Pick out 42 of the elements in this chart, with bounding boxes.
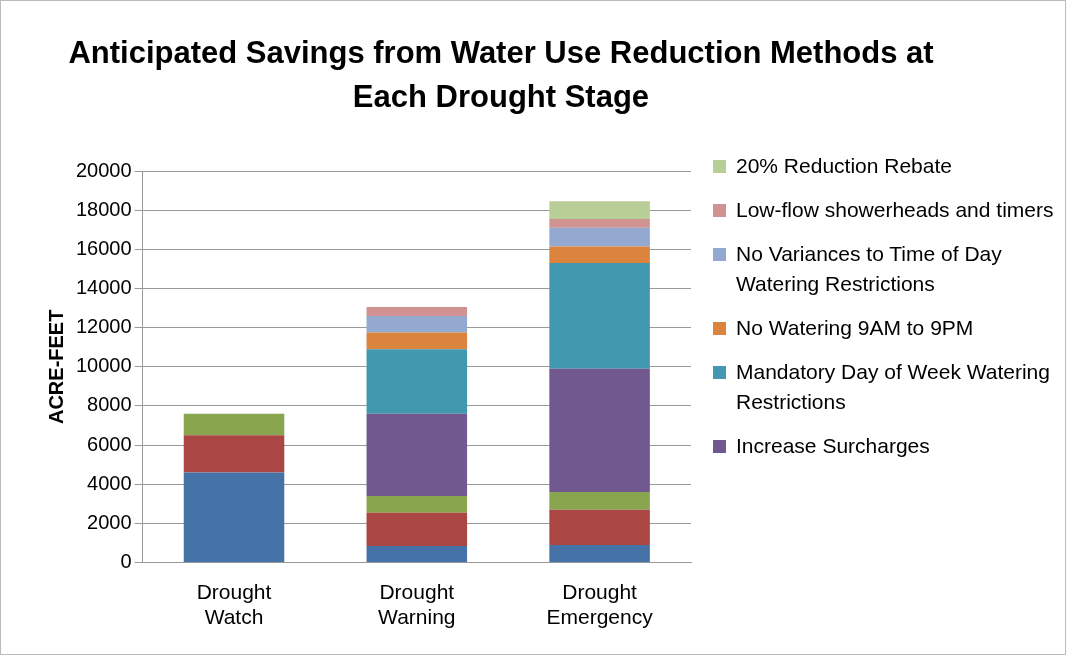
bar bbox=[183, 472, 285, 563]
chart-title: Anticipated Savings from Water Use Reduction Methods at Each Drought Stage bbox=[67, 34, 935, 116]
bar bbox=[366, 496, 468, 513]
x-tick-label: Drought Watch bbox=[196, 580, 272, 629]
y-tick-label: 2000 bbox=[87, 510, 132, 533]
bar bbox=[549, 227, 650, 247]
x-tick-label: Drought Emergency bbox=[546, 580, 654, 629]
bar bbox=[183, 413, 285, 436]
bar bbox=[366, 307, 468, 316]
bar bbox=[549, 509, 650, 545]
bar bbox=[549, 492, 650, 510]
bar bbox=[183, 435, 285, 473]
bar bbox=[366, 332, 468, 350]
bar bbox=[366, 545, 468, 563]
y-tick-label: 18000 bbox=[75, 197, 132, 220]
y-tick-label: 4000 bbox=[87, 471, 132, 494]
bar bbox=[366, 315, 468, 333]
legend-label: No Watering 9AM to 9PM bbox=[736, 315, 974, 341]
bar bbox=[366, 512, 468, 546]
y-tick-label: 20000 bbox=[75, 158, 132, 181]
bar bbox=[549, 201, 650, 219]
y-tick-label: 10000 bbox=[75, 354, 132, 377]
y-tick-label: 6000 bbox=[87, 432, 132, 455]
y-axis-title: ACRE-FEET bbox=[44, 309, 67, 425]
y-tick-label: 14000 bbox=[75, 276, 132, 298]
y-tick-label: 8000 bbox=[87, 393, 132, 416]
y-tick-label: 16000 bbox=[75, 236, 132, 259]
bar bbox=[549, 544, 650, 563]
bar bbox=[549, 246, 650, 264]
bar bbox=[549, 263, 650, 369]
legend-label: Low-flow showerheads and timers bbox=[736, 197, 1054, 223]
legend-label: Mandatory Day of Week Watering Restrictions bbox=[736, 359, 1051, 415]
y-tick-label: 12000 bbox=[75, 315, 132, 338]
legend-label: Increase Surcharges bbox=[736, 433, 930, 459]
bar bbox=[549, 218, 650, 228]
x-tick-label: Drought Warning bbox=[378, 580, 456, 629]
legend-label: No Variances to Time of Day Watering Restrictions bbox=[736, 241, 1003, 297]
bar bbox=[549, 368, 650, 493]
bar bbox=[366, 349, 468, 414]
y-tick-label: 0 bbox=[120, 550, 132, 573]
bar bbox=[366, 413, 468, 497]
legend-label: 20% Reduction Rebate bbox=[736, 153, 952, 179]
